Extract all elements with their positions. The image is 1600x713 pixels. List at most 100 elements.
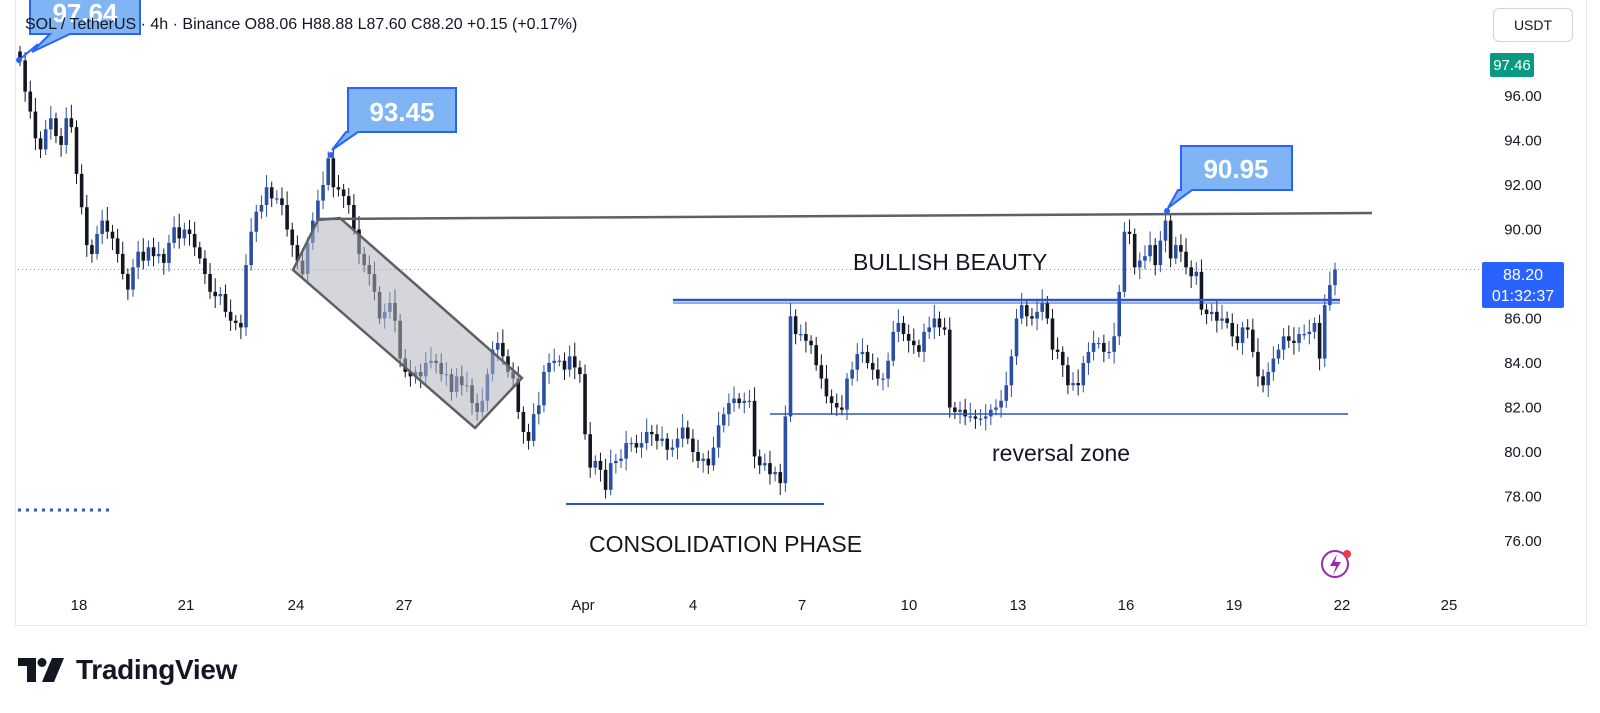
candle	[845, 373, 849, 420]
candle	[840, 395, 844, 416]
time-tick-label: 25	[1441, 597, 1458, 614]
resistance-line[interactable]	[317, 211, 1373, 221]
candle	[1086, 342, 1091, 375]
candle	[1317, 314, 1322, 371]
candle	[146, 240, 151, 267]
candle	[177, 213, 182, 249]
candle	[1132, 228, 1137, 275]
annotation-consolidation[interactable]: CONSOLIDATION PHASE	[589, 531, 862, 557]
candle	[701, 453, 705, 473]
candle	[562, 352, 567, 380]
candle	[1153, 238, 1158, 276]
candle	[172, 216, 176, 249]
candle	[552, 348, 557, 372]
time-tick-label: 4	[689, 597, 697, 614]
candle	[881, 373, 885, 391]
candle	[855, 343, 860, 382]
candle	[721, 407, 726, 433]
time-tick-label: 13	[1010, 597, 1027, 614]
candle	[1158, 231, 1163, 273]
candle	[824, 365, 829, 404]
callout-high-1[interactable]: 97.64	[16, 0, 141, 63]
candle	[793, 309, 798, 345]
annotation-bullish[interactable]: BULLISH BEAUTY	[853, 249, 1047, 275]
candle	[1281, 328, 1286, 360]
candle	[167, 234, 171, 272]
callout-high-3[interactable]: 90.95	[1164, 145, 1293, 214]
candle	[1019, 292, 1024, 325]
candle	[1199, 259, 1204, 316]
candle	[28, 80, 33, 119]
candle	[1220, 304, 1224, 330]
candle	[131, 259, 135, 297]
candle	[203, 250, 207, 285]
candle	[1076, 369, 1080, 396]
candle	[43, 119, 48, 155]
time-tick-label: 7	[798, 597, 806, 614]
candle	[665, 433, 670, 461]
callout-high-2-text: 93.45	[369, 97, 434, 127]
candle	[1189, 260, 1193, 289]
candle	[1261, 369, 1265, 393]
tradingview-logo[interactable]: TradingView	[18, 650, 237, 690]
time-tick-label: 21	[178, 597, 195, 614]
lightning-icon[interactable]	[1321, 550, 1351, 578]
candle	[54, 112, 58, 144]
candle	[768, 450, 772, 485]
callout-high-2[interactable]: 93.45	[328, 87, 457, 158]
candle	[685, 420, 690, 445]
candle	[1322, 294, 1327, 368]
price-chart[interactable]: 97.64 93.45 90.95 BULLISH BEAUTY reversa…	[0, 0, 1600, 630]
last-price-text: 88.20	[1503, 267, 1543, 284]
candle	[624, 430, 628, 471]
price-tick-label: 92.00	[1504, 177, 1542, 194]
candle	[264, 174, 269, 217]
candle	[1245, 319, 1250, 339]
candle	[876, 357, 880, 386]
candle	[727, 393, 731, 426]
time-axis[interactable]: 18 21 24 27 Apr 4 7 10 13 16 19 22 25	[71, 597, 1458, 614]
candle	[69, 104, 74, 133]
chart-frame[interactable]	[15, 0, 1587, 626]
candle	[1292, 327, 1296, 355]
candle	[162, 248, 166, 275]
candle	[608, 449, 613, 496]
candle	[994, 399, 998, 416]
candle	[1091, 330, 1096, 361]
candle	[346, 187, 351, 214]
candle	[716, 411, 721, 458]
candle	[1235, 324, 1240, 351]
symbol-legend: SOL / TetherUS · 4h · Binance O88.06 H88…	[25, 16, 577, 33]
annotation-reversal[interactable]: reversal zone	[992, 440, 1130, 466]
candle	[619, 449, 623, 469]
candle	[1209, 303, 1214, 322]
candle	[1014, 308, 1019, 366]
candle	[1081, 356, 1086, 393]
candle	[326, 151, 331, 191]
price-tick-label: 78.00	[1504, 489, 1542, 506]
candles-group	[18, 45, 1337, 499]
candle	[23, 52, 27, 102]
price-axis[interactable]: 96.0094.0092.0090.0088.0086.0084.0082.00…	[1504, 88, 1542, 550]
price-tick-label: 80.00	[1504, 444, 1542, 461]
candle	[578, 360, 582, 383]
candle	[59, 127, 63, 157]
candle	[187, 219, 192, 246]
candle	[927, 316, 931, 339]
candle	[244, 254, 248, 337]
currency-button[interactable]: USDT	[1493, 8, 1573, 42]
candle	[126, 268, 130, 300]
candle	[275, 190, 279, 204]
candle	[521, 406, 526, 444]
candle	[336, 174, 341, 197]
price-tick-label: 96.00	[1504, 88, 1542, 105]
candle	[614, 454, 618, 474]
candle	[752, 387, 757, 469]
candle	[136, 240, 140, 280]
candle	[1143, 245, 1147, 270]
candle	[105, 207, 110, 239]
candle	[223, 284, 228, 318]
candle	[860, 338, 865, 363]
descending-channel[interactable]	[291, 216, 524, 430]
candle	[526, 423, 531, 450]
